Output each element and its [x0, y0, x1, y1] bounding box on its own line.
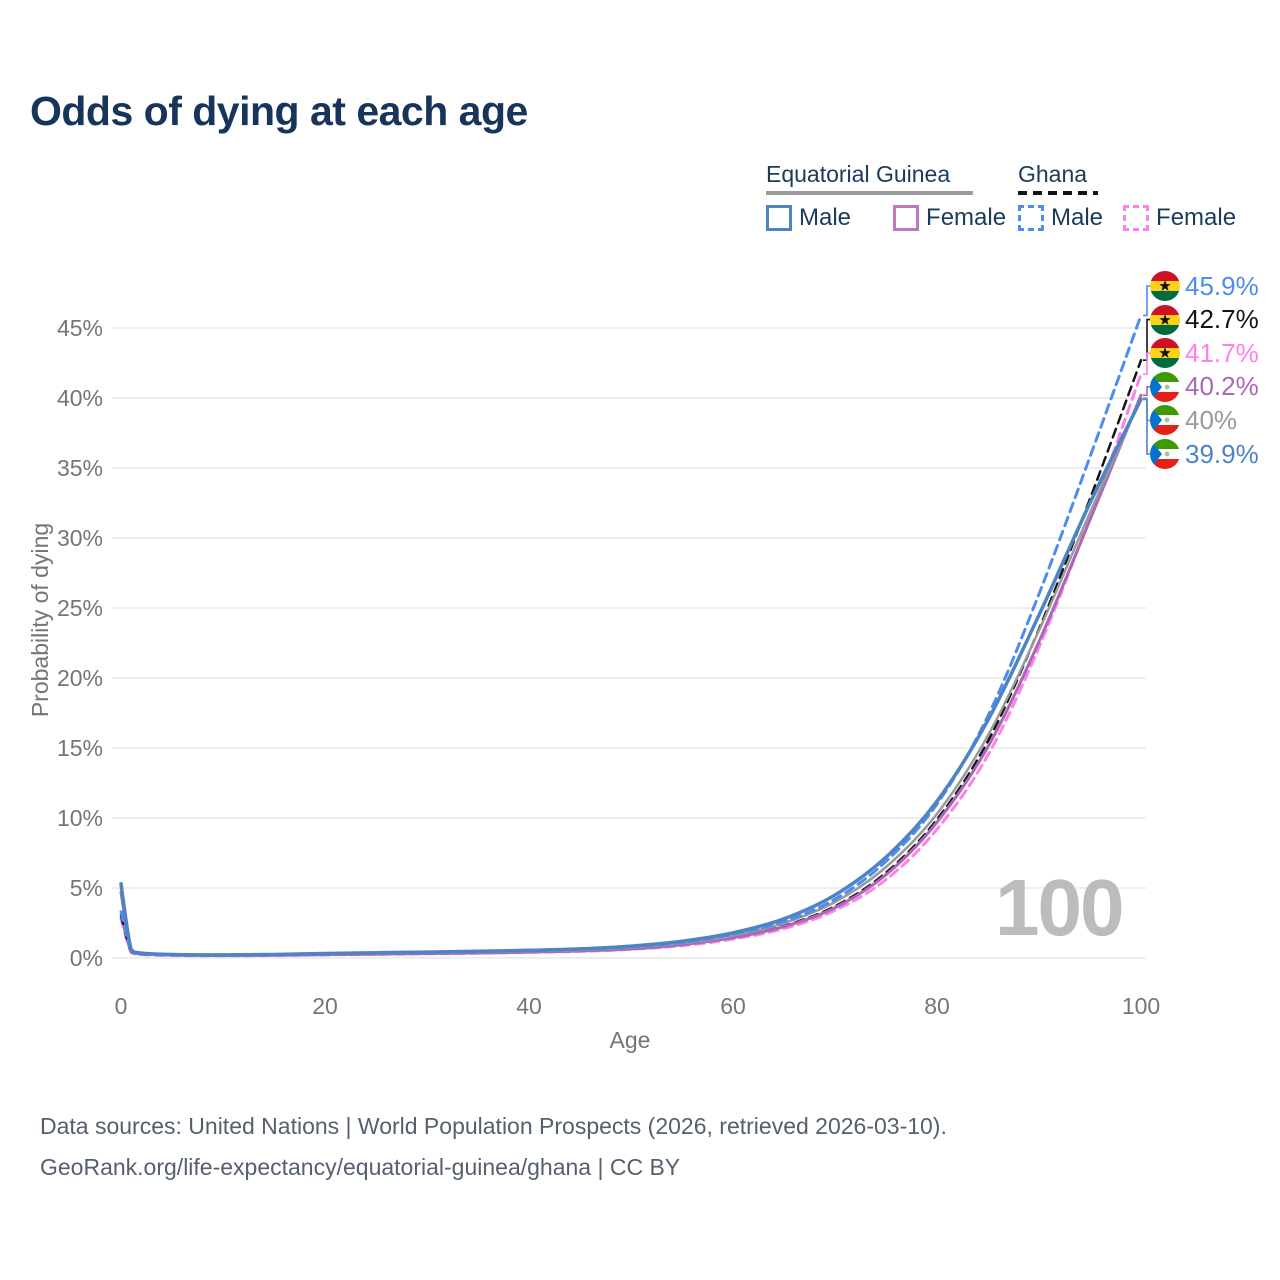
x-tick-label: 20 [312, 993, 338, 1019]
footer-attribution: GeoRank.org/life-expectancy/equatorial-g… [40, 1154, 681, 1181]
end-label-value: 41.7% [1185, 337, 1259, 368]
x-tick-label: 0 [115, 993, 128, 1019]
x-tick-label: 80 [924, 993, 950, 1019]
end-label-value: 39.9% [1185, 438, 1259, 469]
series-line-eg-male[interactable] [119, 397, 1143, 957]
x-tick-label: 40 [516, 993, 542, 1019]
end-label-eg-total[interactable]: 40% [1150, 404, 1238, 436]
page-title: Odds of dying at each age [30, 88, 528, 134]
legend-item-label: Male [1051, 204, 1104, 231]
end-label-eg-female[interactable]: 40.2% [1150, 371, 1259, 402]
legend-group-ghana: Ghana Male Female [1018, 161, 1236, 232]
footer-data-sources: Data sources: United Nations | World Pop… [40, 1113, 947, 1139]
end-label-value: 45.9% [1185, 270, 1259, 301]
y-tick-label: 20% [57, 665, 103, 691]
legend-item-label: Female [1156, 204, 1237, 231]
equatorial-guinea-flag-icon [1150, 371, 1180, 402]
legend-swatch-ghana-female [1123, 205, 1150, 231]
label-connector-ghana-total [1143, 318, 1151, 361]
flag-chip [1150, 371, 1180, 402]
flag-chip [1150, 439, 1180, 469]
y-tick-label: 35% [57, 455, 103, 481]
label-connectors [1143, 285, 1151, 455]
axis-ticks: 0% 5% 10% 15% 20% 25% 30% 35% 40% 45% 0 20 40 60 80 100 [57, 315, 1160, 1019]
legend-group-equatorial-guinea: Equatorial Guinea Male Female [766, 161, 1006, 232]
y-tick-label: 5% [70, 875, 103, 901]
legend-item-ghana-female[interactable]: Female [1123, 204, 1236, 232]
label-connector-eg-male [1143, 398, 1151, 455]
x-axis-title: Age [610, 1027, 651, 1053]
series-line-eg-female[interactable] [119, 393, 1143, 958]
legend-underline-solid [766, 191, 973, 195]
y-tick-label: 40% [57, 385, 103, 411]
y-tick-label: 30% [57, 525, 103, 551]
ghana-flag-icon [1150, 304, 1180, 335]
y-tick-label: 45% [57, 315, 103, 341]
x-tick-label: 60 [720, 993, 746, 1019]
x-tick-label: 100 [1122, 993, 1160, 1019]
legend-item-ghana-male[interactable]: Male [1018, 204, 1103, 232]
series-line-ghana-total[interactable] [119, 358, 1143, 957]
legend-item-eg-female[interactable]: Female [893, 204, 1006, 232]
label-connector-ghana-female [1143, 352, 1151, 375]
series-line-ghana-female[interactable] [119, 372, 1143, 958]
label-connector-ghana-male [1143, 285, 1151, 317]
end-label-ghana-female[interactable]: 41.7% [1150, 337, 1259, 369]
y-axis-title: Probability of dying [27, 523, 53, 717]
series-lines [119, 313, 1143, 958]
end-label-value: 42.7% [1185, 304, 1259, 335]
flag-chip [1150, 271, 1180, 301]
legend-item-eg-male[interactable]: Male [766, 204, 851, 232]
y-tick-label: 10% [57, 805, 103, 831]
label-connector-eg-female [1143, 386, 1151, 396]
legend-underline-dashed [1018, 191, 1098, 195]
end-label-ghana-total[interactable]: 42.7% [1150, 304, 1259, 335]
flag-chip [1150, 338, 1180, 369]
equatorial-guinea-flag-icon [1150, 439, 1180, 469]
end-label-value: 40% [1185, 404, 1238, 435]
end-label-ghana-male[interactable]: 45.9% [1150, 271, 1259, 301]
y-tick-label: 0% [70, 945, 103, 971]
age-indicator-watermark: 100 [995, 863, 1124, 952]
y-tick-label: 25% [57, 595, 103, 621]
legend-swatch-eg-female [893, 205, 920, 231]
flag-chip [1150, 405, 1180, 436]
legend-item-label: Female [926, 204, 1007, 231]
ghana-flag-icon [1150, 338, 1180, 369]
legend-item-label: Male [799, 204, 852, 231]
flag-chip [1150, 304, 1180, 335]
gridlines [112, 327, 1146, 959]
series-line-eg-total[interactable] [119, 396, 1143, 957]
equatorial-guinea-flag-icon [1150, 405, 1180, 436]
footer: Data sources: United Nations | World Pop… [40, 1106, 947, 1189]
y-tick-label: 15% [57, 735, 103, 761]
legend-swatch-ghana-male [1018, 205, 1044, 231]
series-line-ghana-male[interactable] [119, 313, 1143, 957]
legend-swatch-eg-male [766, 205, 792, 231]
end-label-eg-male[interactable]: 39.9% [1150, 439, 1259, 469]
legend-group-title-equatorial-guinea[interactable]: Equatorial Guinea [766, 161, 951, 187]
ghana-flag-icon [1150, 271, 1180, 301]
legend-group-title-ghana[interactable]: Ghana [1018, 161, 1088, 187]
end-label-value: 40.2% [1185, 371, 1259, 402]
